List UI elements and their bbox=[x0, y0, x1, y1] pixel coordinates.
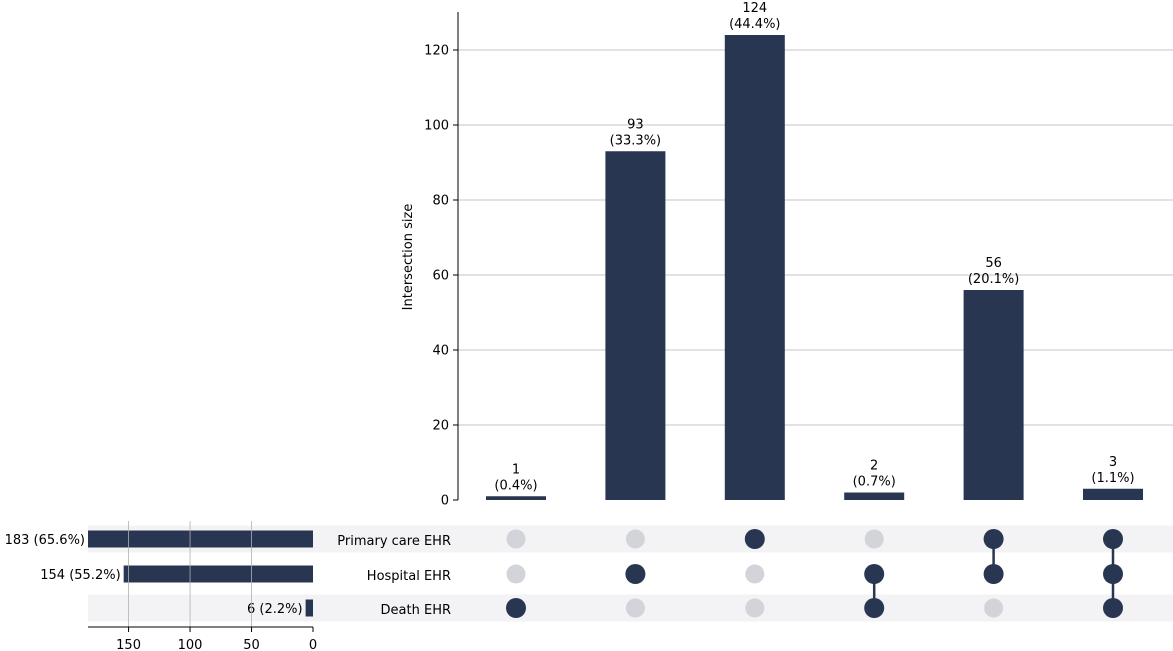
bar-percent-label: (0.7%) bbox=[853, 475, 896, 490]
bar-count-label: 1 bbox=[512, 462, 520, 477]
matrix-dot-active bbox=[864, 598, 885, 618]
matrix-dot-active bbox=[983, 564, 1004, 584]
matrix-dot-active bbox=[744, 529, 765, 549]
matrix-dot-active bbox=[625, 564, 646, 584]
y-tick-label: 100 bbox=[424, 119, 449, 134]
intersection-bar bbox=[486, 496, 546, 500]
y-tick-label: 0 bbox=[441, 494, 449, 509]
intersection-bar bbox=[963, 290, 1024, 500]
set-name-label: Hospital EHR bbox=[367, 569, 451, 584]
matrix-dot-active bbox=[864, 564, 885, 584]
matrix-dot-inactive bbox=[745, 564, 765, 584]
set-size-label: 183 (65.6%) bbox=[5, 533, 85, 548]
bar-percent-label: (0.4%) bbox=[494, 478, 537, 493]
y-tick-label: 20 bbox=[432, 419, 449, 434]
bar-count-label: 93 bbox=[627, 117, 644, 132]
set-size-tick-label: 100 bbox=[178, 638, 203, 651]
bar-percent-label: (20.1%) bbox=[968, 272, 1019, 287]
bar-count-label: 3 bbox=[1109, 455, 1117, 470]
y-tick-label: 40 bbox=[432, 344, 449, 359]
set-name-label: Primary care EHR bbox=[337, 534, 451, 549]
set-names: Primary care EHR Hospital EHR Death EHR bbox=[337, 534, 451, 618]
gridlines bbox=[458, 49, 1173, 426]
bar-count-label: 124 bbox=[742, 1, 767, 16]
intersection-bar bbox=[605, 151, 666, 500]
matrix-dot-inactive bbox=[625, 529, 645, 549]
y-axis: 0 20 40 60 80 100 120 bbox=[424, 12, 459, 509]
set-size-bar bbox=[123, 565, 314, 583]
matrix-dot-active bbox=[983, 529, 1004, 549]
set-size-bar bbox=[305, 599, 313, 617]
y-tick-label: 60 bbox=[432, 269, 449, 284]
intersection-bars bbox=[486, 35, 1143, 500]
intersection-bar bbox=[724, 35, 785, 500]
intersection-bar-labels: 1(0.4%) 93(33.3%) 124(44.4%) 2(0.7%) 56(20.1… bbox=[494, 1, 1134, 493]
matrix-dot-active bbox=[1103, 529, 1123, 549]
bar-count-label: 2 bbox=[870, 459, 878, 474]
matrix-dot-inactive bbox=[745, 598, 765, 618]
matrix-dot-inactive bbox=[625, 598, 645, 618]
set-size-tick-label: 0 bbox=[309, 638, 317, 651]
set-size-bar bbox=[88, 530, 313, 548]
set-size-tick-label: 50 bbox=[243, 638, 260, 651]
matrix-dot-inactive bbox=[506, 529, 526, 549]
bar-percent-label: (33.3%) bbox=[610, 133, 661, 148]
set-size-label: 154 (55.2%) bbox=[40, 568, 120, 583]
y-tick-label: 120 bbox=[424, 44, 449, 59]
y-axis-label: Intersection size bbox=[401, 204, 416, 311]
matrix-dot-active bbox=[1103, 564, 1123, 584]
intersection-matrix bbox=[506, 529, 1123, 618]
matrix-dot-inactive bbox=[506, 564, 526, 584]
matrix-dot-active bbox=[506, 598, 526, 618]
intersection-bar bbox=[1083, 488, 1143, 500]
matrix-dot-active bbox=[1103, 598, 1123, 618]
set-size-axis: 150 100 50 0 bbox=[88, 521, 317, 651]
bar-percent-label: (1.1%) bbox=[1091, 471, 1134, 486]
bar-count-label: 56 bbox=[985, 256, 1002, 271]
set-size-bars: 183 (65.6%) 154 (55.2%) 6 (2.2%) bbox=[5, 530, 314, 617]
set-size-tick-label: 150 bbox=[116, 638, 141, 651]
bar-percent-label: (44.4%) bbox=[729, 17, 780, 32]
intersection-bar bbox=[844, 492, 905, 500]
set-name-label: Death EHR bbox=[381, 603, 451, 618]
set-size-label: 6 (2.2%) bbox=[247, 602, 303, 617]
matrix-dot-inactive bbox=[864, 529, 884, 549]
y-tick-label: 80 bbox=[432, 194, 449, 209]
matrix-dot-inactive bbox=[984, 598, 1004, 618]
